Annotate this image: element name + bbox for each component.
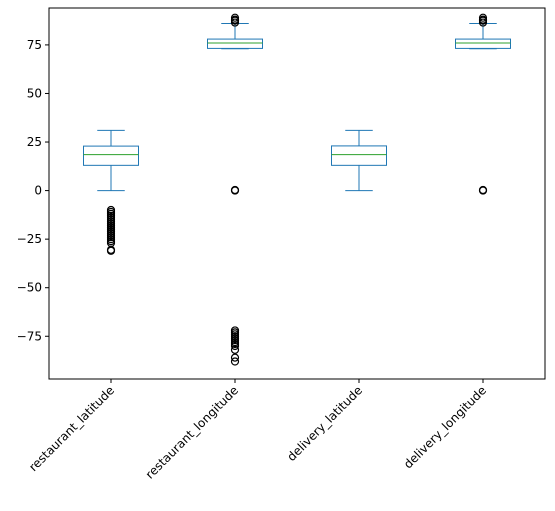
y-tick-label: −50 xyxy=(17,281,42,295)
iqr-box xyxy=(83,145,139,166)
outlier-point xyxy=(230,353,240,362)
outlier-point xyxy=(230,345,240,354)
iqr-box xyxy=(207,38,263,49)
boxes-group xyxy=(83,13,511,366)
iqr-box xyxy=(455,38,511,49)
x-tick-label: restaurant_latitude xyxy=(26,383,117,474)
box-delivery_longitude xyxy=(455,13,511,195)
outlier-point xyxy=(478,13,488,22)
outlier-point xyxy=(230,185,240,195)
iqr-box xyxy=(331,145,387,166)
x-tick-label: delivery_latitude xyxy=(284,383,365,464)
y-tick-label: −25 xyxy=(17,232,42,246)
x-tick-label: restaurant_longitude xyxy=(143,383,241,481)
y-tick-label: 75 xyxy=(27,38,42,52)
plot-frame xyxy=(48,7,546,380)
outlier-point xyxy=(230,18,240,27)
outlier-point xyxy=(478,185,488,195)
box-delivery_latitude xyxy=(331,129,387,192)
y-tick-label: 50 xyxy=(27,86,42,100)
x-tick-label: delivery_longitude xyxy=(401,383,489,471)
outlier-point xyxy=(230,13,240,22)
outlier-point xyxy=(478,18,488,27)
y-axis: −75 −50 −25 0 25 50 75 xyxy=(17,38,49,343)
box-restaurant_latitude xyxy=(83,129,139,255)
x-axis: restaurant_latitude restaurant_longitude d… xyxy=(26,379,489,482)
box-restaurant_longitude xyxy=(207,13,263,366)
outlier-point xyxy=(106,246,116,255)
outlier-point xyxy=(230,357,240,366)
outlier-point xyxy=(230,341,240,351)
y-tick-label: 25 xyxy=(27,135,42,149)
y-tick-label: −75 xyxy=(17,329,42,343)
y-tick-label: 0 xyxy=(34,184,42,198)
